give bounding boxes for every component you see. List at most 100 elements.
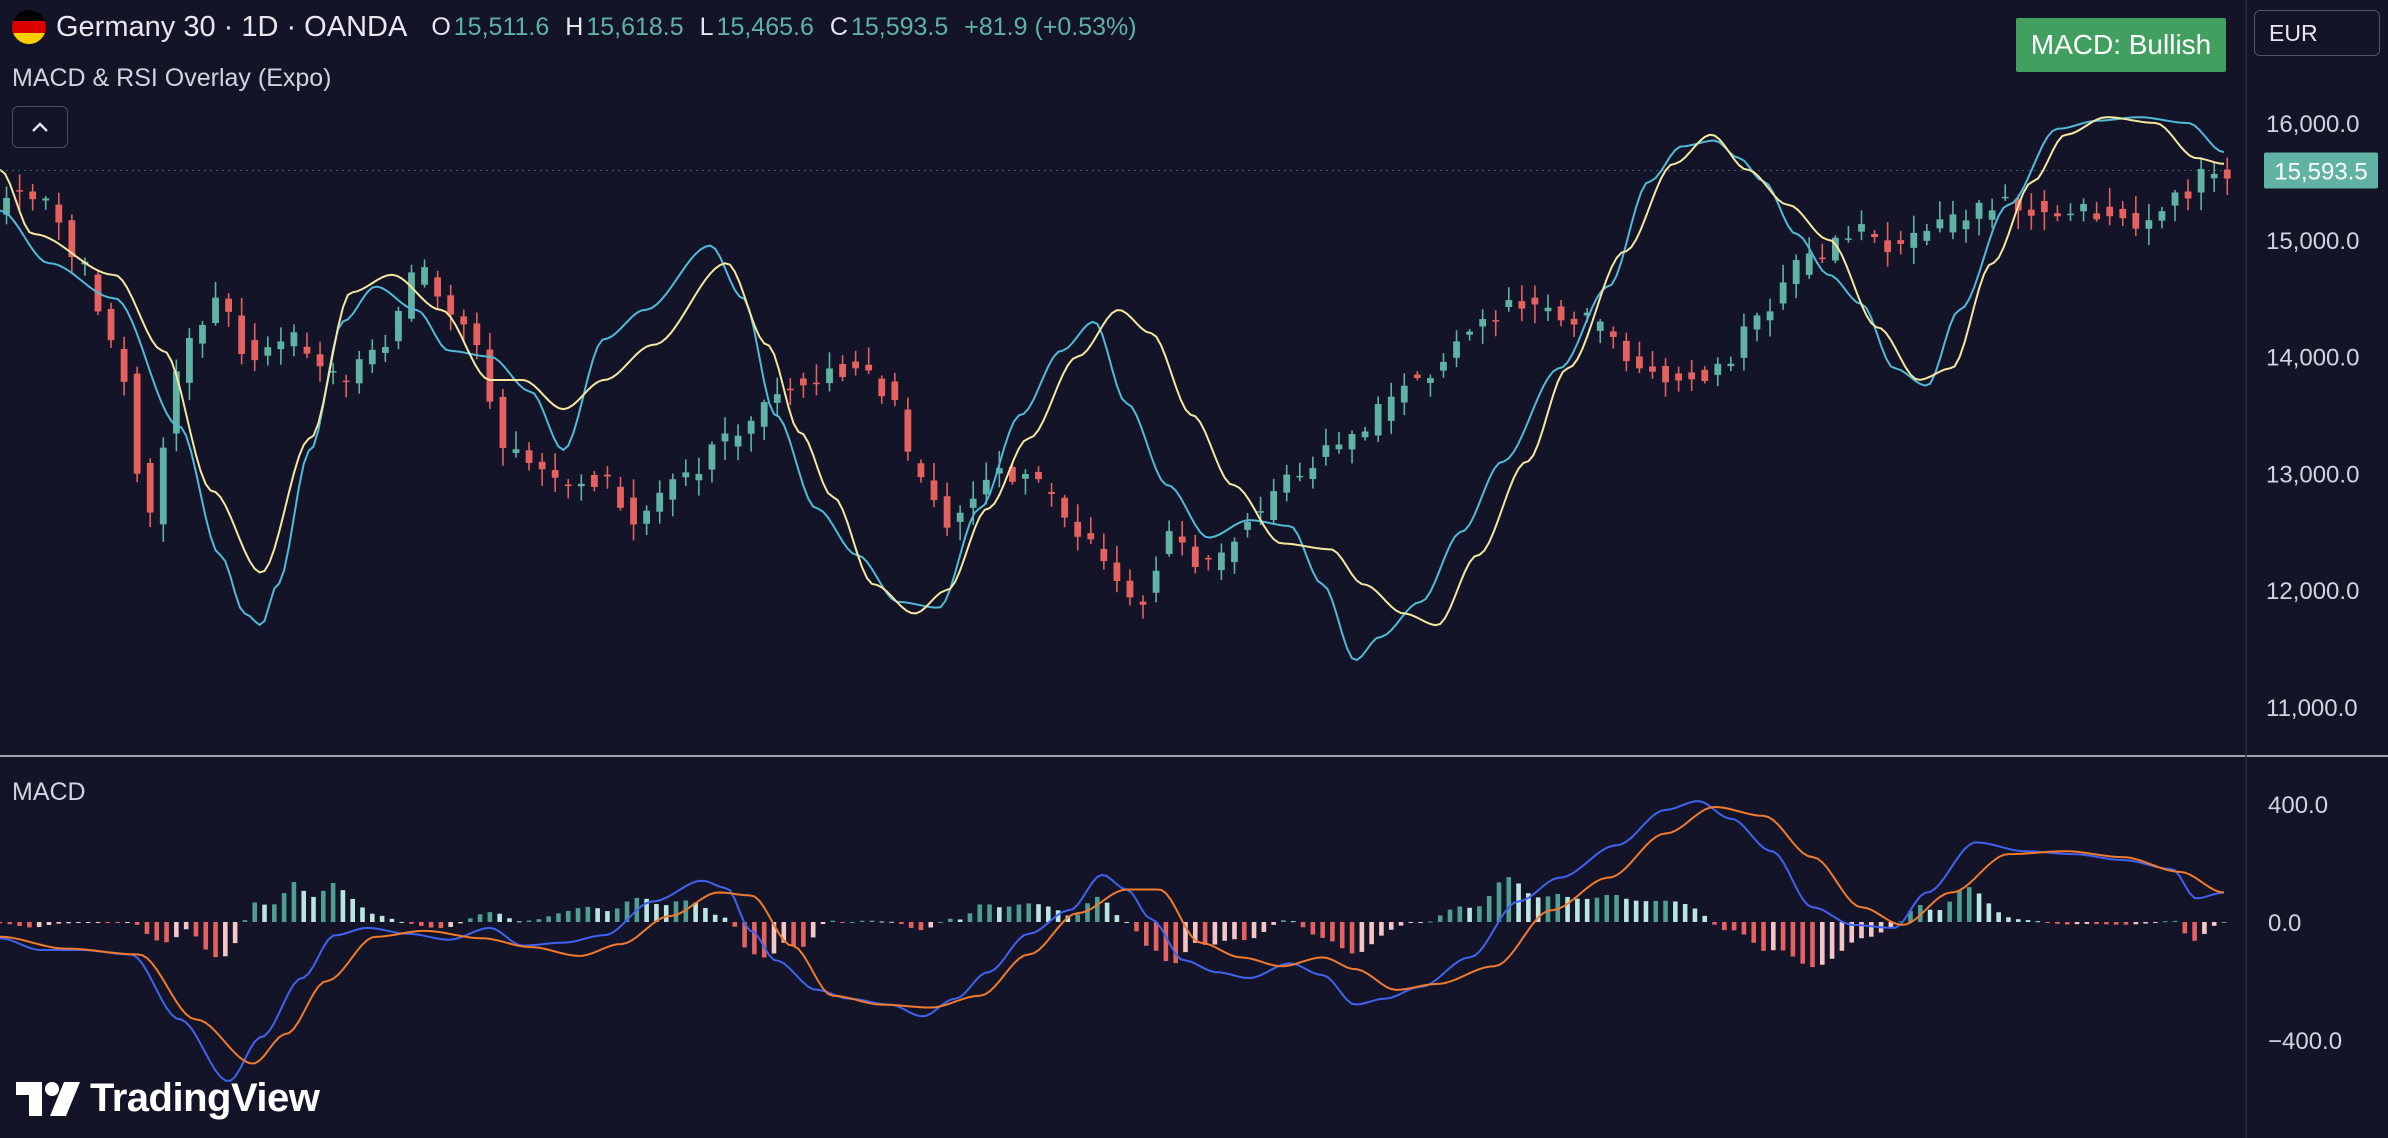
histogram-bar: [1575, 898, 1580, 922]
histogram-bar: [1663, 900, 1668, 922]
histogram-bar: [497, 913, 502, 922]
close-label: C: [829, 12, 848, 41]
histogram-bar: [879, 921, 885, 923]
candle-body: [930, 480, 938, 501]
candle-body: [1988, 210, 1996, 220]
candle-body: [1622, 340, 1630, 362]
price-tick-label: 15,000.0: [2266, 228, 2359, 255]
candle-body: [747, 420, 755, 434]
histogram-bar: [232, 922, 238, 944]
histogram-bar: [1349, 922, 1355, 954]
candle-body: [1335, 444, 1343, 450]
price-tick-label: 14,000.0: [2266, 345, 2359, 372]
open-label: O: [431, 12, 451, 41]
candle-body: [303, 346, 311, 354]
candle-body: [1845, 238, 1852, 240]
candle-body: [891, 381, 899, 401]
candle-body: [1466, 331, 1474, 335]
candle-body: [460, 316, 468, 325]
macd-pane-label[interactable]: MACD: [12, 778, 86, 806]
histogram-bar: [1790, 922, 1796, 957]
candle-body: [604, 474, 611, 477]
histogram-bar: [418, 922, 424, 926]
histogram-bar: [1849, 922, 1855, 943]
histogram-bar: [1065, 915, 1071, 922]
candle-body: [682, 472, 690, 478]
histogram-bar: [1888, 922, 1894, 928]
histogram-bar: [1653, 900, 1659, 922]
histogram-bar: [1673, 901, 1678, 922]
candle-body: [525, 450, 533, 463]
candle-body: [617, 486, 624, 508]
price-tag-label: 15,593.5: [2274, 158, 2367, 185]
histogram-bar: [1359, 922, 1365, 952]
candle-body: [1831, 237, 1839, 261]
candle-body: [1309, 468, 1317, 480]
histogram-bar: [663, 905, 669, 922]
histogram-bar: [2123, 922, 2129, 925]
histogram-bar: [115, 922, 120, 923]
histogram-bar: [820, 922, 826, 925]
histogram-bar: [1320, 922, 1325, 938]
histogram-bar: [448, 922, 453, 928]
price-tick-label: 13,000.0: [2266, 461, 2359, 488]
indicator-name[interactable]: MACD & RSI Overlay (Expo): [12, 64, 332, 92]
histogram-bar: [1526, 893, 1531, 922]
histogram-bar: [1408, 922, 1414, 923]
candle-body: [2080, 203, 2087, 212]
histogram-bar: [1898, 921, 1903, 923]
histogram-bar: [732, 922, 738, 927]
candle-body: [1609, 331, 1617, 337]
candle-body: [695, 473, 703, 481]
collapse-button[interactable]: [12, 106, 68, 148]
candle-body: [1557, 306, 1565, 321]
germany-flag-icon: [12, 10, 46, 44]
candle-body: [551, 470, 559, 478]
histogram-bar: [134, 922, 140, 925]
histogram-bar: [1095, 896, 1100, 922]
histogram-bar: [360, 907, 365, 922]
histogram-bar: [1820, 922, 1825, 965]
histogram-bar: [859, 920, 865, 922]
histogram-bar: [997, 907, 1002, 922]
histogram-bar: [193, 922, 199, 937]
histogram-bar: [2015, 919, 2021, 922]
histogram-bar: [2202, 922, 2207, 934]
candle-body: [2106, 206, 2114, 217]
histogram-bar: [1369, 922, 1374, 945]
histogram-bar: [1447, 909, 1453, 922]
histogram-bar: [1173, 922, 1178, 964]
price-pane: [0, 116, 2231, 662]
histogram-bar: [2064, 922, 2070, 925]
histogram-bar: [105, 922, 111, 923]
candle-body: [355, 359, 363, 384]
candle-body: [1792, 259, 1800, 284]
histogram-bar: [1398, 922, 1404, 926]
histogram-bar: [1506, 877, 1512, 922]
candle-body: [1492, 320, 1500, 322]
histogram-bar: [1614, 895, 1619, 922]
histogram-bar: [742, 922, 747, 948]
symbol-title[interactable]: Germany 30 · 1D · OANDA: [56, 10, 408, 43]
currency-button[interactable]: EUR: [2254, 10, 2380, 56]
histogram-bar: [477, 914, 483, 922]
histogram-bar: [409, 922, 414, 924]
histogram-bar: [2162, 921, 2168, 923]
candle-body: [1636, 356, 1643, 369]
histogram-bar: [1947, 901, 1952, 922]
candle-body: [225, 298, 233, 312]
histogram-bar: [605, 911, 610, 922]
candle-body: [2040, 200, 2048, 213]
histogram-bar: [1134, 922, 1139, 932]
candle-body: [473, 323, 481, 346]
histogram-bar: [1712, 922, 1717, 925]
histogram-bar: [1241, 922, 1247, 941]
candle-body: [1897, 240, 1905, 244]
candle-body: [55, 204, 63, 223]
candle-body: [826, 368, 833, 384]
candle-body: [1962, 220, 1970, 230]
histogram-bar: [889, 921, 894, 923]
histogram-bar: [957, 919, 963, 922]
candle-body: [1231, 541, 1238, 563]
histogram-bar: [781, 922, 787, 943]
